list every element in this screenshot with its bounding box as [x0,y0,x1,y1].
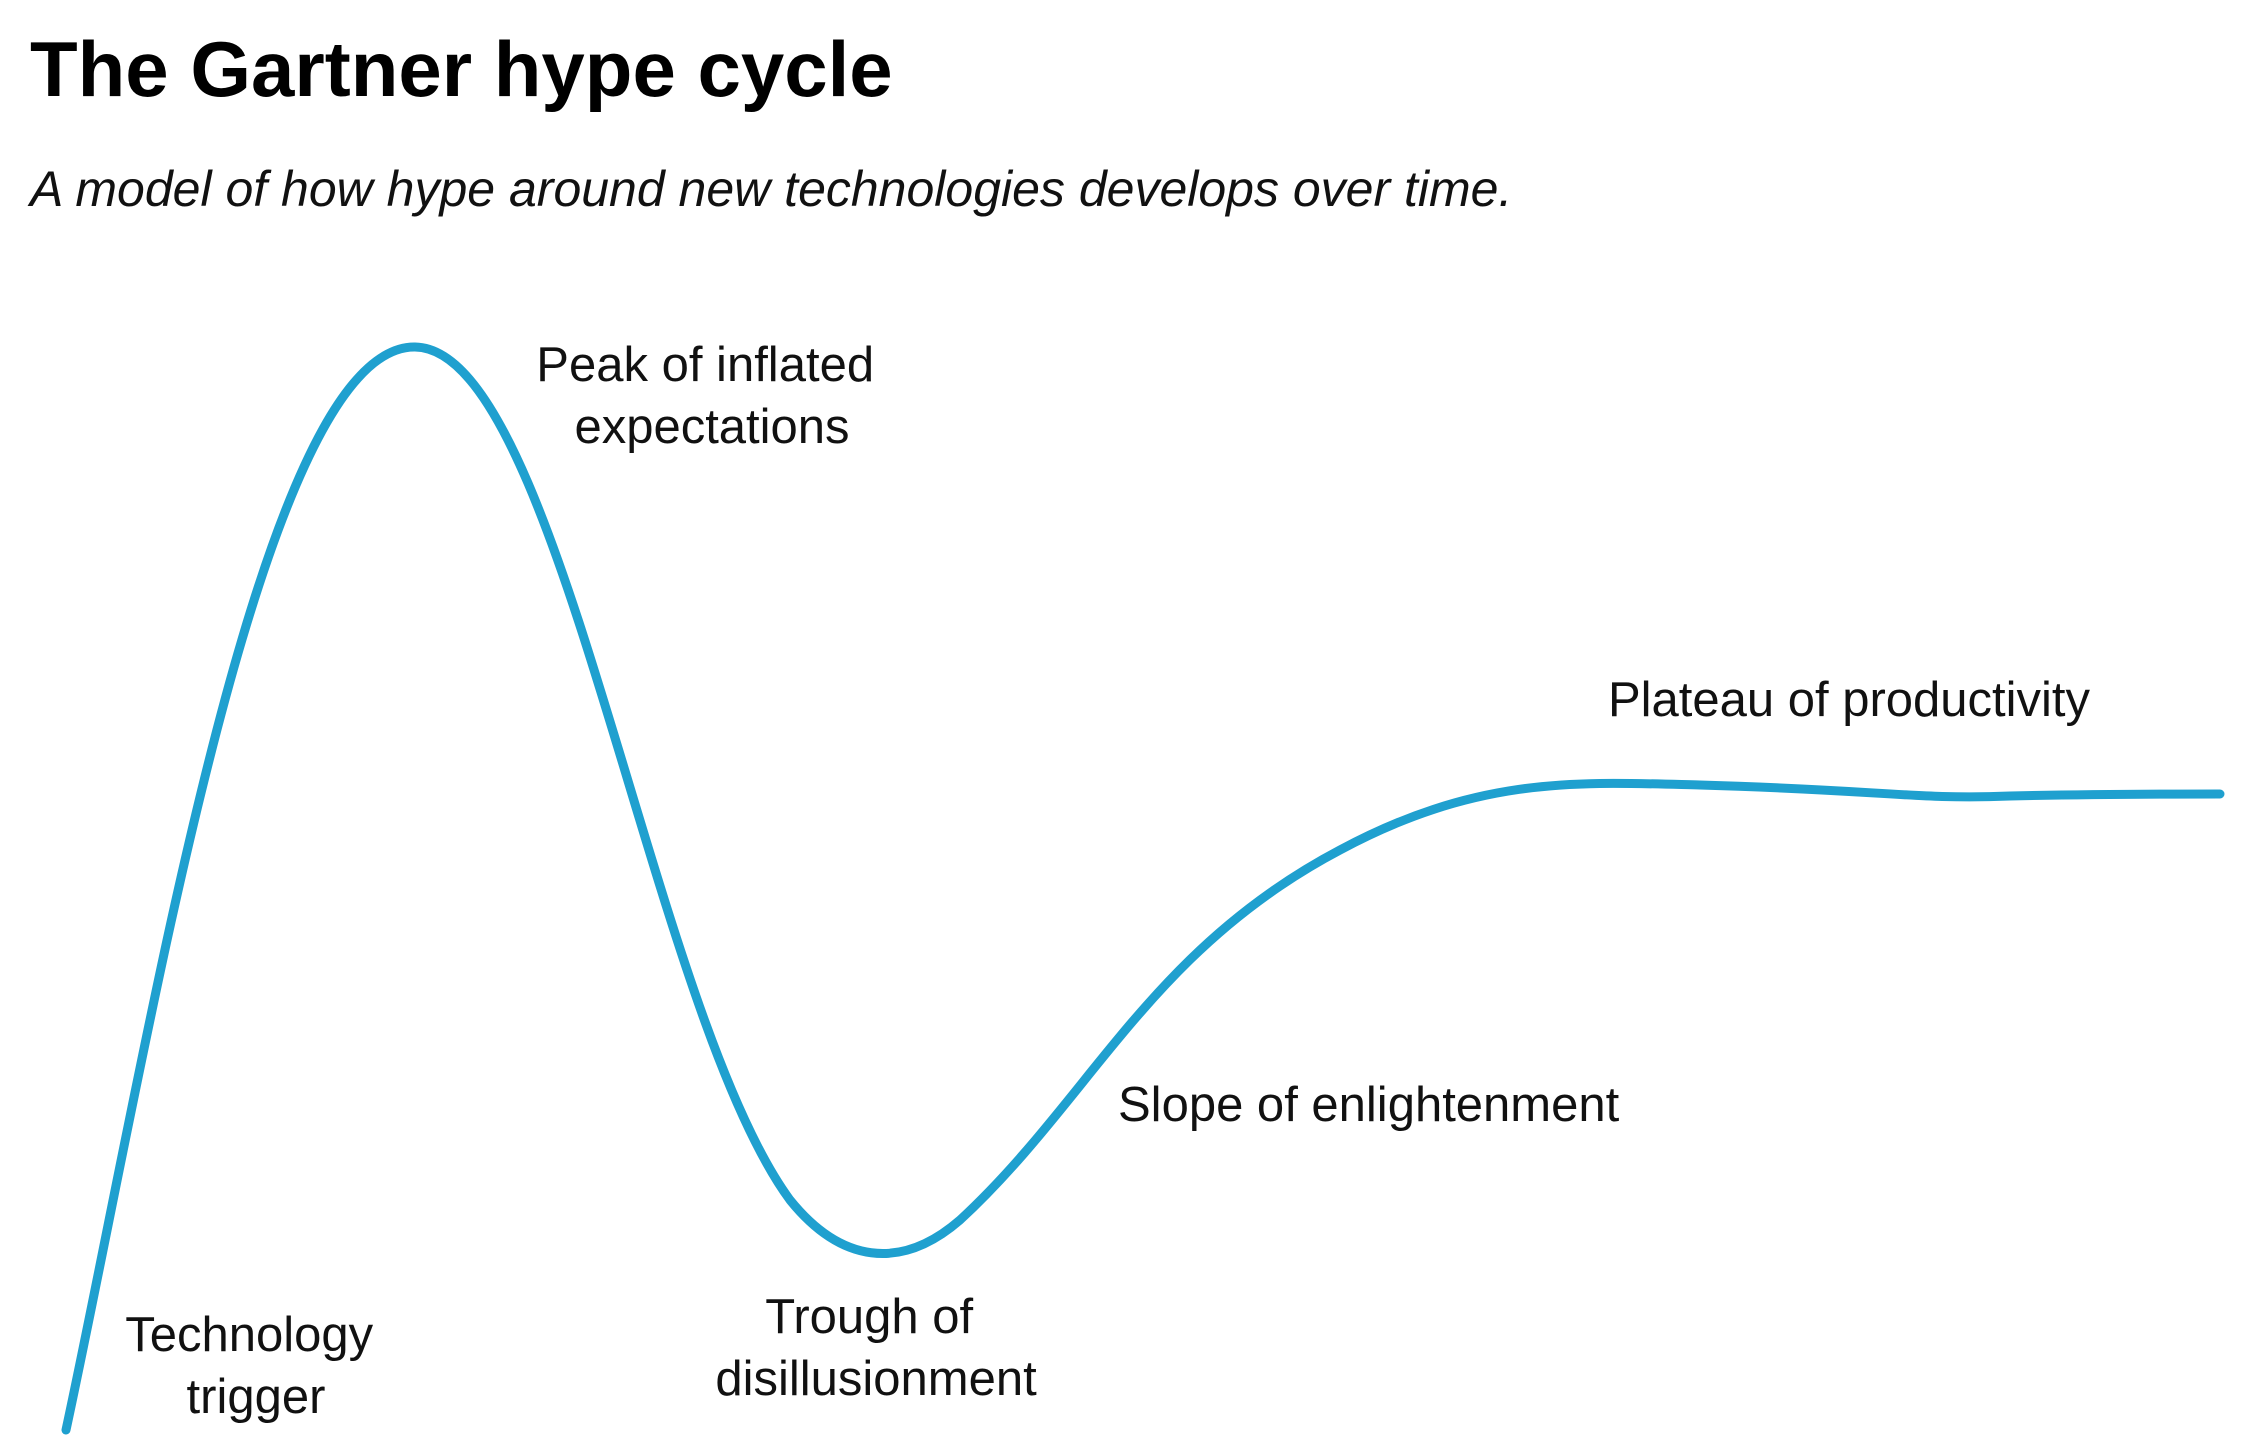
hype-curve [61,342,2225,1435]
diagram-subtitle: A model of how hype around new technolog… [30,161,1513,217]
phase-label-line: Slope of enlightenment [1118,1078,1620,1132]
phase-label-peak: Peak of inflated expectations [536,338,887,454]
phase-label-trough: Trough of disillusionment [715,1290,1037,1406]
phase-label-plateau: Plateau of productivity [1608,673,2091,727]
phase-label-line: Plateau of productivity [1608,673,2091,727]
phase-label-technology-trigger: Technology trigger [125,1308,387,1424]
phase-label-line: trigger [187,1370,326,1424]
phase-label-slope: Slope of enlightenment [1118,1078,1620,1132]
diagram-title: The Gartner hype cycle [30,25,893,113]
phase-label-line: Peak of inflated [536,338,874,392]
phase-label-line: disillusionment [715,1352,1037,1406]
phase-label-line: Technology [125,1308,373,1362]
phase-label-line: Trough of [765,1290,973,1344]
phase-label-line: expectations [574,400,849,454]
